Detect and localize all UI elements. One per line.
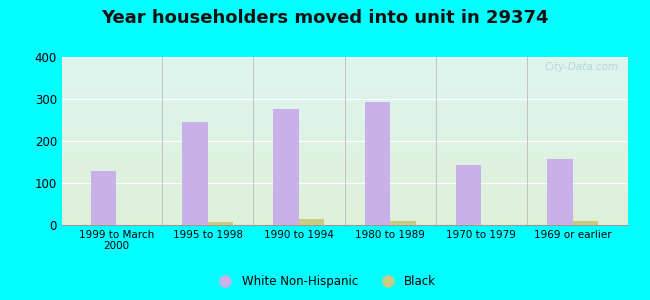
Bar bbox=[365, 102, 390, 225]
Text: Year householders moved into unit in 29374: Year householders moved into unit in 293… bbox=[101, 9, 549, 27]
Bar bbox=[182, 122, 208, 225]
Bar bbox=[573, 221, 598, 225]
Bar bbox=[274, 109, 299, 225]
Bar bbox=[456, 165, 481, 225]
Bar bbox=[91, 171, 116, 225]
Bar bbox=[299, 219, 324, 225]
Legend: White Non-Hispanic, Black: White Non-Hispanic, Black bbox=[209, 270, 441, 292]
Bar bbox=[390, 221, 415, 225]
Bar bbox=[547, 159, 573, 225]
Bar bbox=[208, 222, 233, 225]
Text: City-Data.com: City-Data.com bbox=[545, 62, 619, 72]
